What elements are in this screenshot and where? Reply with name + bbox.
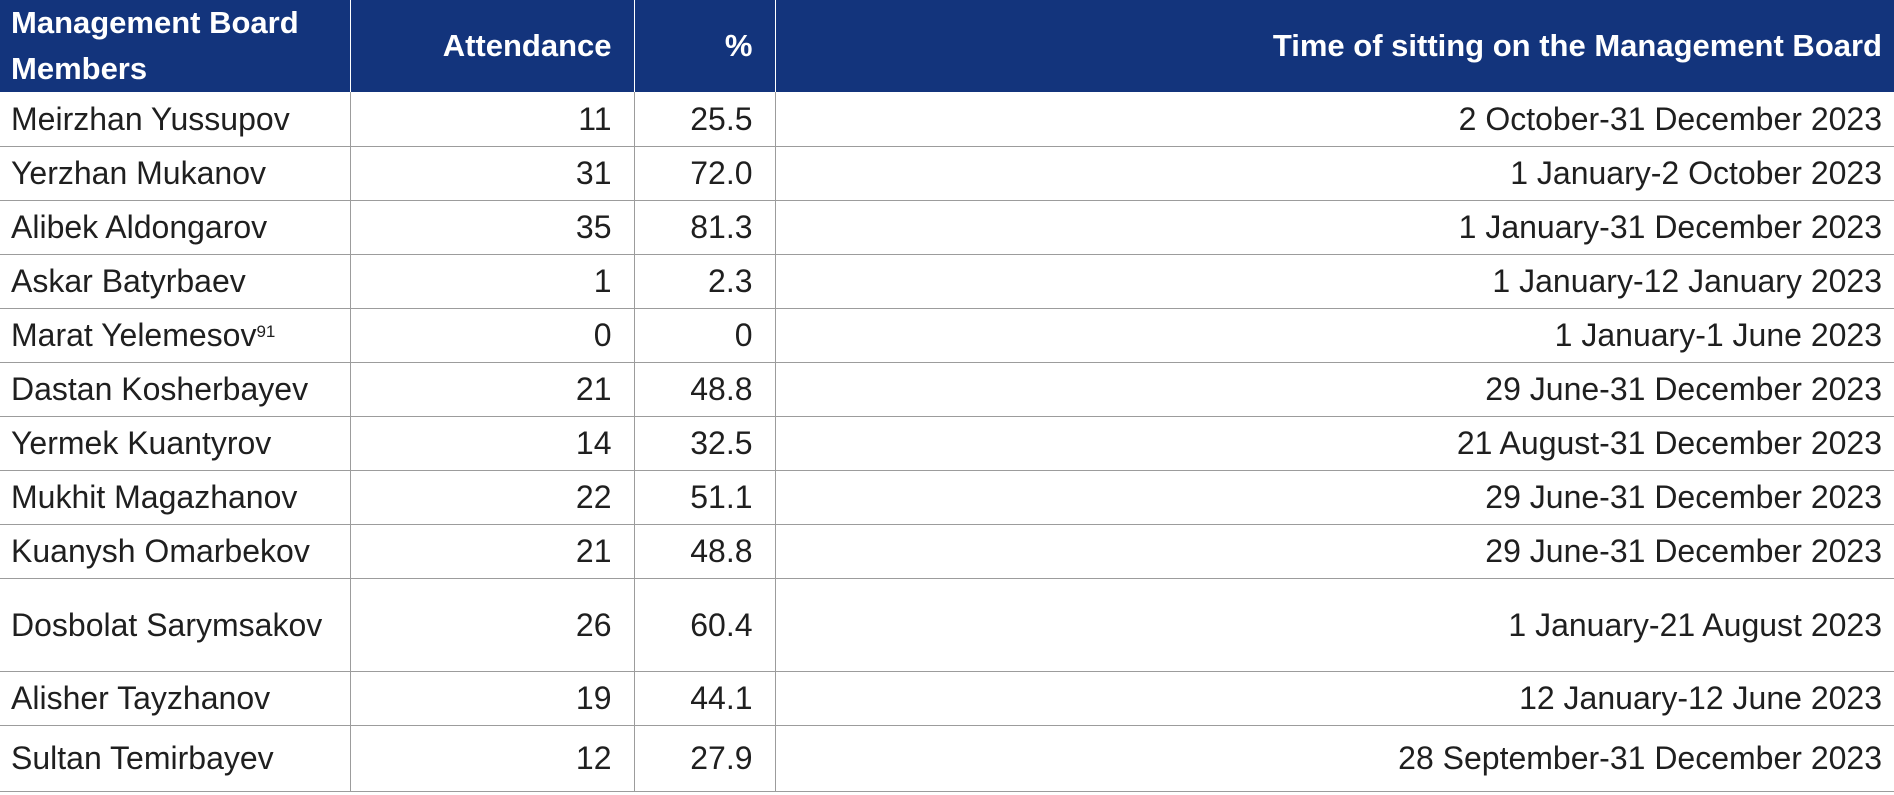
header-time-of-sitting: Time of sitting on the Management Board (775, 0, 1894, 92)
time-cell: 29 June-31 December 2023 (775, 362, 1894, 417)
percent-cell: 60.4 (634, 578, 776, 672)
percent-cell: 81.3 (634, 200, 776, 255)
table-row: Yerzhan Mukanov 31 72.0 1 January-2 Octo… (0, 146, 1894, 201)
attendance-cell: 0 (350, 308, 635, 363)
member-name: Kuanysh Omarbekov (0, 524, 351, 579)
table-body: Meirzhan Yussupov 11 25.5 2 October-31 D… (0, 92, 1894, 792)
table-row: Dosbolat Sarymsakov 26 60.4 1 January-21… (0, 578, 1894, 672)
member-name-text: Dosbolat Sarymsakov (11, 606, 323, 643)
member-name-text: Kuanysh Omarbekov (11, 533, 310, 569)
member-name: Meirzhan Yussupov (0, 92, 351, 147)
member-name: Alisher Tayzhanov (0, 671, 351, 726)
time-cell: 2 October-31 December 2023 (775, 92, 1894, 147)
percent-cell: 0 (634, 308, 776, 363)
member-name: Yerzhan Mukanov (0, 146, 351, 201)
attendance-cell: 31 (350, 146, 635, 201)
time-cell: 1 January-2 October 2023 (775, 146, 1894, 201)
member-name-text: Alisher Tayzhanov (11, 680, 271, 716)
time-cell: 12 January-12 June 2023 (775, 671, 1894, 726)
time-cell: 29 June-31 December 2023 (775, 524, 1894, 579)
member-name: Askar Batyrbaev (0, 254, 351, 309)
attendance-cell: 21 (350, 524, 635, 579)
percent-cell: 44.1 (634, 671, 776, 726)
percent-cell: 27.9 (634, 725, 776, 792)
table-row: Mukhit Magazhanov 22 51.1 29 June-31 Dec… (0, 470, 1894, 525)
member-name: Alibek Aldongarov (0, 200, 351, 255)
table-row: Kuanysh Omarbekov 21 48.8 29 June-31 Dec… (0, 524, 1894, 579)
percent-cell: 2.3 (634, 254, 776, 309)
time-cell: 1 January-12 January 2023 (775, 254, 1894, 309)
time-cell: 1 January-31 December 2023 (775, 200, 1894, 255)
member-name-text: Mukhit Magazhanov (11, 479, 298, 515)
member-name: Dosbolat Sarymsakov (0, 578, 351, 672)
header-attendance: Attendance (350, 0, 635, 92)
attendance-cell: 14 (350, 416, 635, 471)
table-row: Askar Batyrbaev 1 2.3 1 January-12 Janua… (0, 254, 1894, 309)
time-cell: 1 January-21 August 2023 (775, 578, 1894, 672)
time-cell: 28 September-31 December 2023 (775, 725, 1894, 792)
attendance-cell: 1 (350, 254, 635, 309)
table-row: Yermek Kuantyrov 14 32.5 21 August-31 De… (0, 416, 1894, 471)
member-name: Mukhit Magazhanov (0, 470, 351, 525)
attendance-cell: 12 (350, 725, 635, 792)
percent-cell: 51.1 (634, 470, 776, 525)
table-row: Alisher Tayzhanov 19 44.1 12 January-12 … (0, 671, 1894, 726)
table-row: Meirzhan Yussupov 11 25.5 2 October-31 D… (0, 92, 1894, 147)
attendance-cell: 35 (350, 200, 635, 255)
member-name-text: Dastan Kosherbayev (11, 371, 309, 407)
header-members: Management Board Members (0, 0, 351, 92)
attendance-cell: 19 (350, 671, 635, 726)
member-name-text: Yermek Kuantyrov (11, 425, 272, 461)
percent-cell: 25.5 (634, 92, 776, 147)
time-cell: 1 January-1 June 2023 (775, 308, 1894, 363)
table-row: Dastan Kosherbayev 21 48.8 29 June-31 De… (0, 362, 1894, 417)
table-row: Marat Yelemesov91 0 0 1 January-1 June 2… (0, 308, 1894, 363)
member-name: Yermek Kuantyrov (0, 416, 351, 471)
member-name-text: Marat Yelemesov (11, 317, 257, 353)
attendance-cell: 26 (350, 578, 635, 672)
member-name-text: Alibek Aldongarov (11, 209, 268, 245)
member-name: Marat Yelemesov91 (0, 308, 351, 363)
percent-cell: 48.8 (634, 524, 776, 579)
attendance-cell: 21 (350, 362, 635, 417)
header-percent: % (634, 0, 776, 92)
member-name-text: Askar Batyrbaev (11, 263, 246, 299)
time-cell: 29 June-31 December 2023 (775, 470, 1894, 525)
percent-cell: 72.0 (634, 146, 776, 201)
percent-cell: 48.8 (634, 362, 776, 417)
attendance-cell: 22 (350, 470, 635, 525)
attendance-cell: 11 (350, 92, 635, 147)
member-name-text: Sultan Temirbayev (11, 740, 274, 776)
table-row: Alibek Aldongarov 35 81.3 1 January-31 D… (0, 200, 1894, 255)
footnote-marker: 91 (256, 322, 276, 341)
table-row: Sultan Temirbayev 12 27.9 28 September-3… (0, 725, 1894, 792)
member-name: Dastan Kosherbayev (0, 362, 351, 417)
member-name-text: Meirzhan Yussupov (11, 100, 290, 137)
time-cell: 21 August-31 December 2023 (775, 416, 1894, 471)
percent-cell: 32.5 (634, 416, 776, 471)
member-name-text: Yerzhan Mukanov (11, 155, 266, 191)
table-header: Management Board Members Attendance % Ti… (0, 0, 1894, 92)
header-row: Management Board Members Attendance % Ti… (0, 0, 1894, 92)
member-name: Sultan Temirbayev (0, 725, 351, 792)
